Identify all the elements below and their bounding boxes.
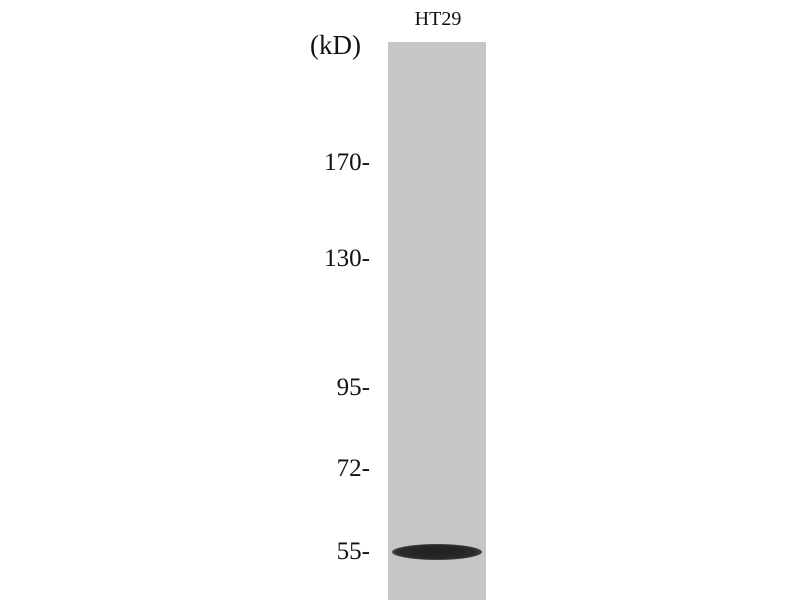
unit-label: (kD) bbox=[310, 30, 361, 60]
marker-170: 170- bbox=[324, 149, 370, 176]
marker-72: 72- bbox=[336, 455, 370, 482]
blot-lane bbox=[388, 42, 486, 600]
lane-label: HT29 bbox=[414, 8, 462, 30]
marker-95: 95- bbox=[336, 374, 370, 401]
marker-130: 130- bbox=[324, 245, 370, 272]
marker-55: 55- bbox=[336, 538, 370, 565]
protein-band bbox=[392, 544, 482, 560]
